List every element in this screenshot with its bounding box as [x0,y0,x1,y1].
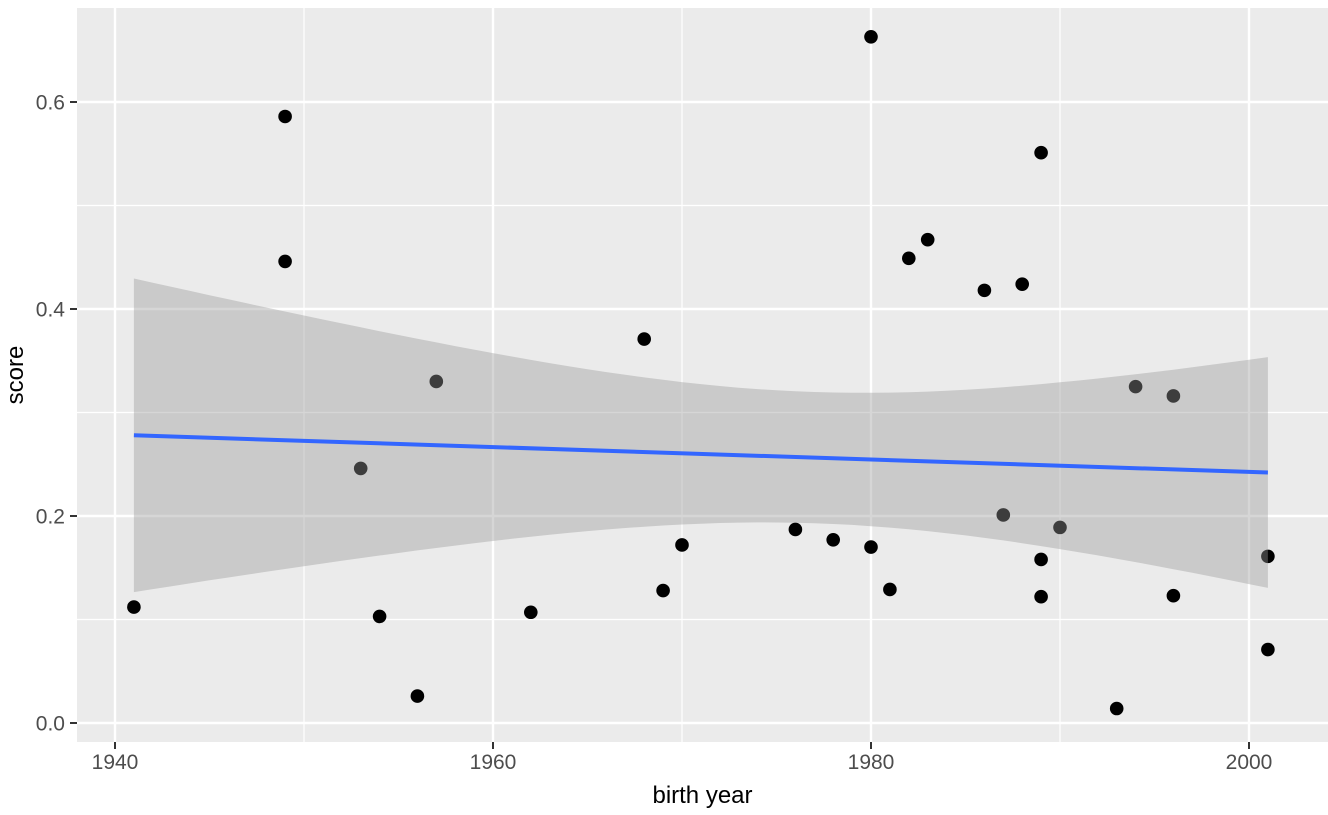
data-point [372,609,387,624]
data-point [1053,520,1067,535]
data-point [920,232,935,247]
data-point [1015,277,1029,291]
confidence-band [133,278,1268,593]
data-point [1034,589,1048,604]
x-tick-label: 1960 [470,751,517,774]
data-point [826,533,840,547]
axis-tick-labels: 1940 1960 1980 2000 0.0 0.2 0.4 0.6 [36,92,1273,775]
data-point [1261,549,1275,564]
y-tick-label: 0.6 [36,92,65,115]
data-point [1166,389,1181,403]
data-point [883,582,897,597]
data-point [1166,588,1181,603]
data-point [1034,145,1048,160]
data-point [1109,701,1124,716]
data-point [429,374,444,389]
data-point [675,538,689,552]
regression-line [133,433,1268,475]
data-point [1128,379,1143,394]
data-point [902,251,916,266]
data-point [524,605,538,620]
y-tick-label: 0.0 [36,713,65,736]
scatter-points [127,29,1275,716]
data-point [278,254,292,269]
data-point [977,283,992,298]
data-point [410,689,425,703]
data-point [996,508,1011,522]
data-point [353,461,368,476]
y-axis-title: score [2,345,29,405]
x-tick-label: 1980 [848,751,895,774]
grid-minor-lines [77,8,1328,742]
data-point [656,583,670,598]
data-point [864,29,878,44]
y-tick-label: 0.4 [36,299,66,322]
data-point [278,109,292,124]
x-axis-title: birth year [652,782,753,809]
data-point [1261,642,1275,657]
x-tick-label: 2000 [1226,751,1273,774]
grid-major-lines [77,8,1328,742]
data-point [864,540,878,554]
axis-tick-marks [70,101,1250,749]
data-point [1034,552,1048,567]
x-tick-label: 1940 [92,751,139,774]
y-tick-label: 0.2 [36,506,65,529]
data-point [127,600,141,614]
data-point [788,522,803,537]
data-point [637,332,651,346]
